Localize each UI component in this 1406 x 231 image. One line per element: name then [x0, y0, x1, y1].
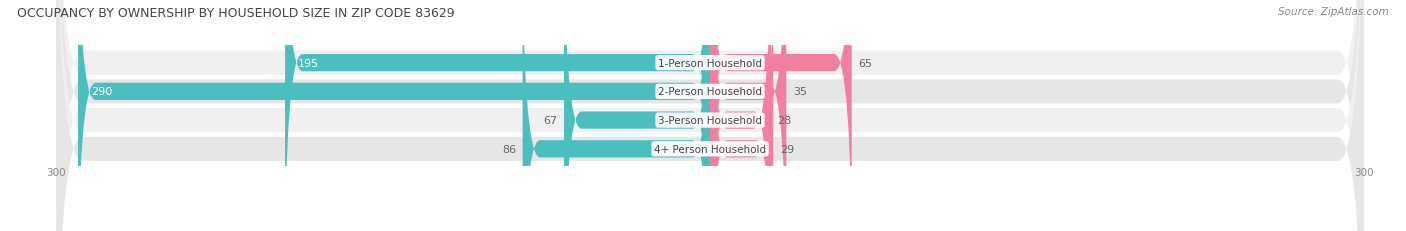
FancyBboxPatch shape [710, 0, 786, 231]
FancyBboxPatch shape [56, 0, 1364, 231]
Text: 195: 195 [298, 58, 319, 68]
Text: 2-Person Household: 2-Person Household [658, 87, 762, 97]
FancyBboxPatch shape [710, 0, 852, 231]
Text: Source: ZipAtlas.com: Source: ZipAtlas.com [1278, 7, 1389, 17]
Text: 86: 86 [502, 144, 516, 154]
FancyBboxPatch shape [564, 0, 710, 231]
Text: 4+ Person Household: 4+ Person Household [654, 144, 766, 154]
Text: OCCUPANCY BY OWNERSHIP BY HOUSEHOLD SIZE IN ZIP CODE 83629: OCCUPANCY BY OWNERSHIP BY HOUSEHOLD SIZE… [17, 7, 454, 20]
FancyBboxPatch shape [79, 0, 710, 231]
Legend: Owner-occupied, Renter-occupied: Owner-occupied, Renter-occupied [591, 228, 830, 231]
FancyBboxPatch shape [710, 0, 770, 231]
FancyBboxPatch shape [523, 0, 710, 231]
Text: 67: 67 [543, 116, 558, 125]
FancyBboxPatch shape [56, 0, 1364, 231]
Text: 1-Person Household: 1-Person Household [658, 58, 762, 68]
FancyBboxPatch shape [56, 0, 1364, 231]
FancyBboxPatch shape [285, 0, 710, 231]
Text: 28: 28 [778, 116, 792, 125]
FancyBboxPatch shape [56, 0, 1364, 231]
FancyBboxPatch shape [710, 0, 773, 231]
Text: 3-Person Household: 3-Person Household [658, 116, 762, 125]
Text: 65: 65 [858, 58, 872, 68]
Text: 29: 29 [780, 144, 794, 154]
Text: 290: 290 [91, 87, 112, 97]
Text: 35: 35 [793, 87, 807, 97]
